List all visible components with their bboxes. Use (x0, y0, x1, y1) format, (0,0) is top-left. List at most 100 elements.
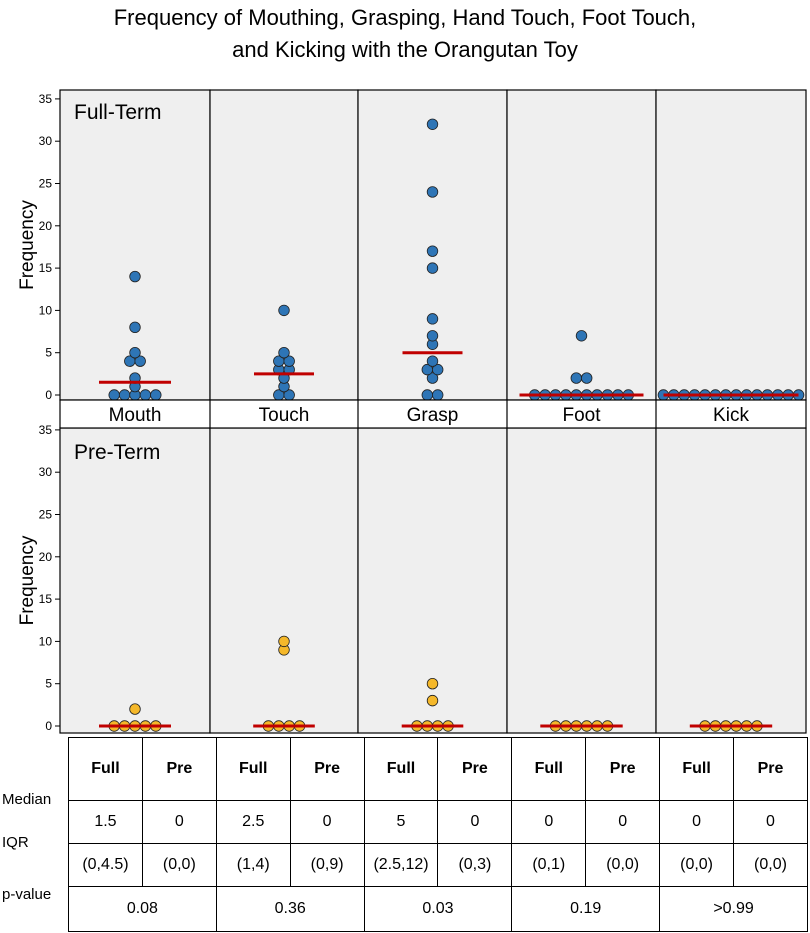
data-point (278, 304, 290, 317)
group-header-cell: Pre (437, 737, 513, 801)
panel-cell (209, 427, 359, 734)
data-point (134, 355, 146, 367)
p-value-cell: >0.99 (659, 886, 808, 932)
y-tick-label: 0 (45, 388, 52, 402)
data-point (426, 313, 439, 325)
median-row-label: Median (2, 791, 52, 808)
data-point (129, 347, 141, 359)
data-point (426, 372, 439, 384)
y-tick-label: 35 (39, 423, 53, 437)
y-tick-label: 5 (45, 677, 52, 691)
iqr-row-label: IQR (2, 834, 29, 851)
y-tick-label: 0 (45, 719, 52, 733)
strip-plot-figure: 0 5 10 15 20 25 30 35 Frequency Full-Term 0 5 10 15 20… (17, 89, 807, 734)
data-point (426, 186, 439, 198)
category-label-strip (59, 399, 807, 429)
y-axis-label: Frequency (17, 535, 38, 625)
data-point (129, 321, 141, 334)
chart-title: Frequency of Mouthing, Grasping, Hand To… (0, 2, 810, 66)
iqr-cell: (2.5,12) (363, 843, 439, 887)
iqr-cell: (0,1) (511, 843, 587, 887)
median-cell: 0 (733, 800, 808, 844)
median-cell: 5 (363, 800, 439, 844)
data-point (426, 678, 439, 690)
panel-cell (655, 89, 807, 401)
data-point (108, 389, 120, 401)
y-axis-label: Frequency (17, 200, 38, 290)
iqr-cell: (0,0) (659, 843, 735, 887)
group-header-row: Full Pre Full Pre Full Pre Full Pre Full Pre (68, 737, 808, 801)
iqr-cell: (0,0) (141, 843, 217, 887)
chart-title-line-1: Frequency of Mouthing, Grasping, Hand To… (113, 5, 697, 30)
data-point (150, 389, 162, 401)
iqr-cell: (0,3) (437, 843, 513, 887)
p-value-cell: 0.36 (215, 886, 365, 932)
y-tick-label: 15 (39, 592, 53, 606)
group-header-cell: Full (215, 737, 291, 801)
data-point (278, 635, 290, 648)
y-tick-label: 25 (39, 177, 53, 191)
group-header-cell: Pre (141, 737, 217, 801)
group-header-cell: Full (511, 737, 587, 801)
y-tick-label: 20 (39, 550, 53, 564)
p-value-row-label: p-value (2, 886, 52, 903)
p-value-cell: 0.08 (68, 886, 217, 932)
data-point (426, 330, 439, 342)
data-point (426, 694, 439, 707)
statistics-table: Full Pre Full Pre Full Pre Full Pre Full Pre 1.5 0… (68, 737, 808, 932)
group-header-cell: Pre (585, 737, 661, 801)
panel-cell (59, 427, 211, 734)
iqr-cell: (0,0) (733, 843, 808, 887)
group-header-cell: Full (363, 737, 439, 801)
panel-cell (506, 89, 657, 401)
category-label: Mouth (109, 405, 162, 426)
p-value-row: 0.08 0.36 0.03 0.19 >0.99 (68, 886, 808, 932)
category-label: Foot (562, 405, 601, 426)
data-point (129, 270, 141, 283)
pre-term-panel-label: Pre-Term (74, 441, 160, 464)
p-value-cell: 0.19 (511, 886, 661, 932)
data-point (139, 389, 152, 401)
data-point (432, 363, 444, 376)
data-point (278, 347, 290, 359)
data-point (581, 372, 593, 384)
median-cell: 2.5 (215, 800, 291, 844)
median-cell: 1.5 (68, 800, 143, 844)
y-tick-label: 5 (45, 346, 52, 360)
y-tick-label: 25 (39, 508, 53, 522)
data-point (118, 389, 131, 401)
data-point (570, 372, 583, 384)
data-point (426, 355, 439, 367)
data-point (283, 355, 295, 367)
group-header-cell: Pre (289, 737, 365, 801)
median-cell: 0 (585, 800, 661, 844)
iqr-cell: (1,4) (215, 843, 291, 887)
iqr-row: (0,4.5) (0,0) (1,4) (0,9) (2.5,12) (0,3) (0,1)… (68, 843, 808, 887)
data-point (426, 245, 439, 257)
iqr-cell: (0,0) (585, 843, 661, 887)
chart-title-line-2: and Kicking with the Orangutan Toy (232, 37, 578, 62)
full-term-panel-label: Full-Term (74, 101, 162, 124)
category-label: Touch (259, 405, 310, 426)
data-point (421, 389, 434, 401)
data-point (129, 703, 141, 715)
y-tick-label: 20 (39, 219, 53, 233)
median-cell: 0 (289, 800, 365, 844)
median-row: 1.5 0 2.5 0 5 0 0 0 0 0 (68, 800, 808, 844)
y-tick-label: 30 (39, 465, 53, 479)
y-tick-label: 15 (39, 261, 53, 275)
y-tick-label: 10 (39, 634, 53, 648)
y-tick-label: 30 (39, 134, 53, 148)
data-point (426, 118, 439, 130)
median-cell: 0 (437, 800, 513, 844)
group-header-cell: Full (68, 737, 143, 801)
category-label: Kick (713, 405, 749, 426)
iqr-cell: (0,9) (289, 843, 365, 887)
data-point (575, 330, 588, 342)
iqr-cell: (0,4.5) (68, 843, 143, 887)
y-tick-label: 35 (39, 92, 53, 106)
p-value-cell: 0.03 (363, 886, 513, 932)
panel-cell (506, 427, 657, 734)
group-header-cell: Full (659, 737, 735, 801)
data-point (432, 389, 444, 401)
